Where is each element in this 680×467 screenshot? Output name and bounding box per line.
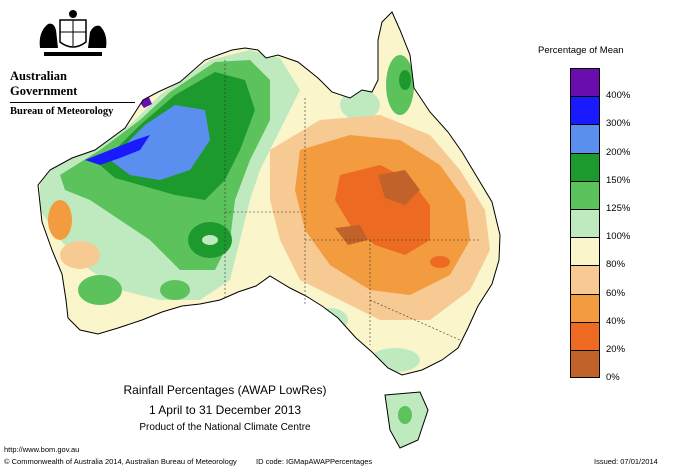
footer-copyright: © Commonwealth of Australia 2014, Austra… [4,457,237,466]
legend-swatch [570,68,600,97]
map-title: Rainfall Percentages (AWAP LowRes) [123,383,327,397]
legend-swatch [570,293,600,322]
legend-swatch [570,124,600,153]
map-date-range: 1 April to 31 December 2013 [148,403,302,417]
legend-label: 100% [606,231,631,243]
legend-swatch [570,208,600,238]
map-product-note: Product of the National Climate Centre [139,422,311,433]
legend-label: 60% [606,287,626,299]
legend-swatch [570,349,600,379]
footer-id-code: ID code: IGMapAWAPPercentages [256,457,373,466]
legend-label: 80% [606,259,626,271]
bureau-label: Bureau of Meteorology [10,106,114,117]
agency-header: Australian Government Bureau of Meteorol… [10,8,135,117]
legend-label: 200% [606,146,631,158]
legend-swatch [570,321,600,350]
legend-label: 150% [606,174,631,186]
legend-swatch [570,265,600,294]
coat-of-arms-icon [39,10,107,56]
legend-label: 125% [606,203,631,214]
government-label: Australian Government [10,69,135,103]
legend-label: 40% [606,315,626,327]
legend-label: 0% [606,372,620,384]
legend-label: 300% [606,118,631,130]
legend-swatch [570,96,600,125]
legend [570,68,600,379]
footer-issued: Issued: 07/01/2014 [594,457,658,466]
legend-swatch [570,180,600,209]
legend-label: 20% [606,344,626,355]
legend-label: 400% [606,90,631,102]
legend-title: Percentage of Mean [538,45,624,56]
legend-swatch [570,152,600,181]
legend-swatch [570,237,600,266]
footer-url[interactable]: http://www.bom.gov.au [4,445,80,454]
